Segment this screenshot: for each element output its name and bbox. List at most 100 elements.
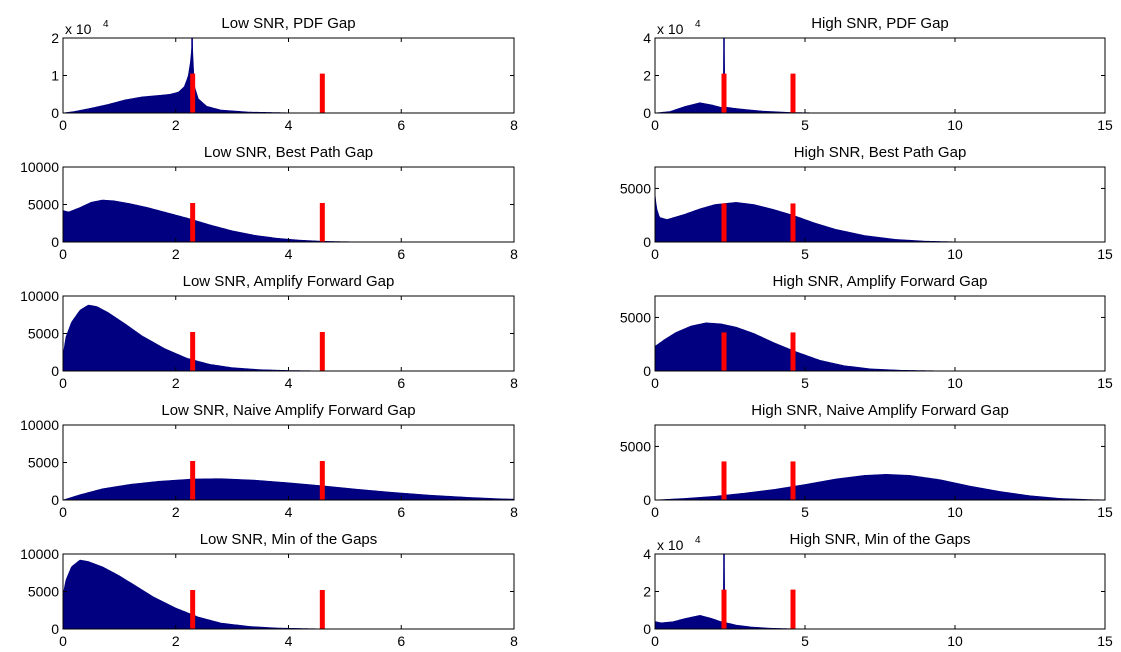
y-tick-label: 0 xyxy=(643,492,651,508)
x-tick-label: 8 xyxy=(510,246,518,262)
x-tick-label: 10 xyxy=(947,117,963,133)
x-tick-label: 0 xyxy=(651,246,659,262)
subplot-6: 0 5 10 15 0 5000 High SNR, Amplify Forward Gap xyxy=(620,273,1113,391)
y-tick-label: 10000 xyxy=(20,288,59,304)
y-tick-label: 5000 xyxy=(28,326,59,342)
threshold-marker xyxy=(790,461,796,500)
y-tick-label: 2 xyxy=(643,68,651,84)
y-exponent-power: 4 xyxy=(103,19,109,30)
threshold-marker xyxy=(319,73,325,113)
y-tick-label: 5000 xyxy=(620,309,651,325)
x-tick-label: 5 xyxy=(801,117,809,133)
y-tick-label: 0 xyxy=(643,105,651,121)
x-tick-label: 2 xyxy=(172,504,180,520)
axes-box xyxy=(654,295,1106,372)
subplot-title: Low SNR, Naive Amplify Forward Gap xyxy=(161,402,415,419)
y-tick-label: 4 xyxy=(643,546,651,562)
subplot-4: 0 5 10 15 0 5000 High SNR, Best Path Gap xyxy=(620,144,1113,262)
x-tick-label: 8 xyxy=(510,504,518,520)
x-tick-label: 8 xyxy=(510,633,518,649)
y-tick-label: 2 xyxy=(51,30,59,46)
x-tick-label: 2 xyxy=(172,117,180,133)
x-tick-label: 5 xyxy=(801,633,809,649)
subplot-title: High SNR, PDF Gap xyxy=(811,15,949,32)
y-exponent-label: x 10 xyxy=(657,21,684,37)
y-exponent-label: x 10 xyxy=(65,21,92,37)
x-tick-label: 0 xyxy=(59,504,67,520)
threshold-marker xyxy=(319,590,325,629)
x-tick-label: 6 xyxy=(397,246,405,262)
y-tick-label: 0 xyxy=(51,363,59,379)
subplot-title: Low SNR, Min of the Gaps xyxy=(200,531,378,548)
subplot-10: 0 5 10 15 0 2 4 High SNR, Min of the Gaps x 10 4 xyxy=(643,531,1113,649)
x-tick-label: 0 xyxy=(59,375,67,391)
histogram-area xyxy=(62,304,514,372)
x-tick-label: 2 xyxy=(172,246,180,262)
x-tick-label: 6 xyxy=(397,633,405,649)
x-tick-label: 4 xyxy=(285,375,293,391)
threshold-marker xyxy=(190,461,196,500)
subplot-1: 0 2 4 6 8 0 1 2 Low SNR, PDF Gap x 10 4 xyxy=(51,15,518,133)
subplot-title: Low SNR, PDF Gap xyxy=(221,15,355,32)
threshold-marker xyxy=(790,73,796,113)
y-tick-label: 2 xyxy=(643,584,651,600)
y-tick-label: 5000 xyxy=(28,197,59,213)
y-tick-label: 5000 xyxy=(28,584,59,600)
subplot-title: High SNR, Best Path Gap xyxy=(794,144,967,161)
x-tick-label: 4 xyxy=(285,246,293,262)
subplot-5: 0 2 4 6 8 0 5000 10000 Low SNR, Amplify Forward … xyxy=(20,273,518,391)
threshold-marker xyxy=(190,332,196,371)
x-tick-label: 0 xyxy=(651,633,659,649)
x-tick-label: 8 xyxy=(510,375,518,391)
subplot-title: Low SNR, Best Path Gap xyxy=(204,144,373,161)
threshold-marker xyxy=(319,332,325,371)
x-tick-label: 15 xyxy=(1097,633,1113,649)
threshold-marker xyxy=(319,203,325,242)
x-tick-label: 6 xyxy=(397,375,405,391)
x-tick-label: 0 xyxy=(651,117,659,133)
y-tick-label: 0 xyxy=(51,234,59,250)
subplot-8: 0 5 10 15 0 5000 High SNR, Naive Amplify Forwa… xyxy=(620,402,1113,520)
subplot-title: Low SNR, Amplify Forward Gap xyxy=(183,273,395,290)
axes-box xyxy=(654,166,1106,243)
y-exponent-power: 4 xyxy=(695,535,701,546)
threshold-marker xyxy=(190,73,196,113)
y-tick-label: 0 xyxy=(643,621,651,637)
x-tick-label: 2 xyxy=(172,375,180,391)
subplot-9: 0 2 4 6 8 0 5000 10000 Low SNR, Min of the Gaps xyxy=(20,531,518,649)
x-tick-label: 4 xyxy=(285,633,293,649)
x-tick-label: 0 xyxy=(59,633,67,649)
y-tick-label: 5000 xyxy=(620,180,651,196)
x-tick-label: 15 xyxy=(1097,117,1113,133)
threshold-marker xyxy=(721,73,727,113)
subplot-2: 0 5 10 15 0 2 4 High SNR, PDF Gap x 10 4 xyxy=(643,15,1113,133)
x-tick-label: 15 xyxy=(1097,246,1113,262)
x-tick-label: 0 xyxy=(651,504,659,520)
y-exponent-power: 4 xyxy=(695,19,701,30)
histogram-area xyxy=(62,41,514,114)
y-tick-label: 0 xyxy=(51,492,59,508)
y-tick-label: 0 xyxy=(643,234,651,250)
x-tick-label: 0 xyxy=(651,375,659,391)
threshold-marker xyxy=(319,461,325,500)
threshold-marker xyxy=(790,589,796,629)
y-tick-label: 5000 xyxy=(620,438,651,454)
x-tick-label: 10 xyxy=(947,375,963,391)
histogram-area xyxy=(62,199,514,243)
threshold-marker xyxy=(721,461,727,500)
x-tick-label: 15 xyxy=(1097,375,1113,391)
y-tick-label: 4 xyxy=(643,30,651,46)
threshold-marker xyxy=(190,203,196,242)
x-tick-label: 5 xyxy=(801,504,809,520)
threshold-marker xyxy=(190,590,196,629)
subplot-title: High SNR, Amplify Forward Gap xyxy=(772,273,987,290)
x-tick-label: 6 xyxy=(397,117,405,133)
x-tick-label: 5 xyxy=(801,375,809,391)
y-tick-label: 5000 xyxy=(28,455,59,471)
x-tick-label: 0 xyxy=(59,117,67,133)
histogram-area xyxy=(654,473,1106,501)
subplot-title: High SNR, Min of the Gaps xyxy=(790,531,971,548)
y-tick-label: 0 xyxy=(643,363,651,379)
threshold-marker xyxy=(721,332,727,371)
